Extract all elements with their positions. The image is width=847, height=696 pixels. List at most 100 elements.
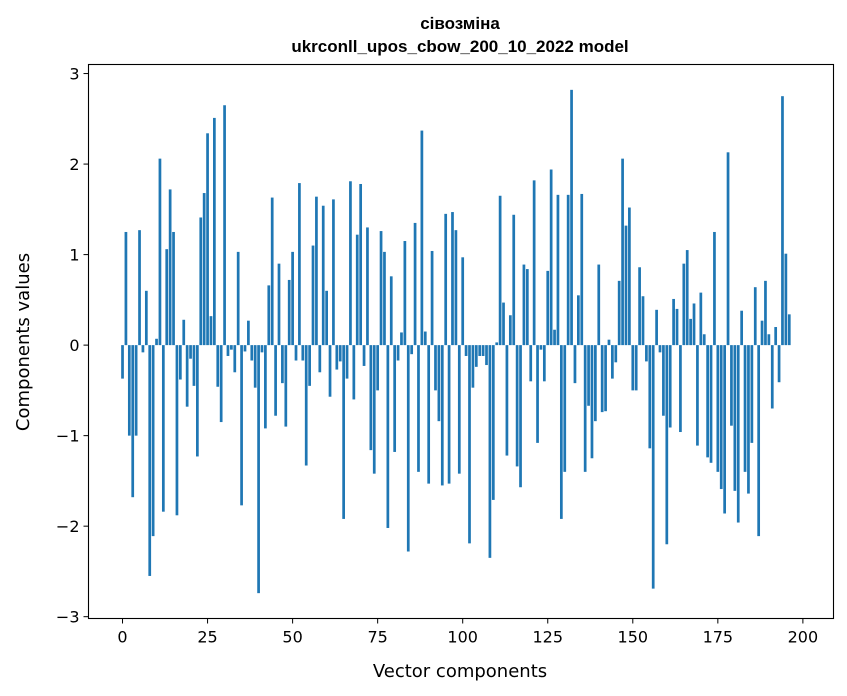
bar: [400, 332, 403, 346]
plot-frame: [87, 63, 835, 620]
bar: [291, 251, 294, 346]
bar: [209, 316, 213, 346]
bar: [172, 231, 175, 346]
bar: [522, 264, 526, 346]
bar: [417, 345, 420, 472]
bar: [685, 250, 689, 346]
bar: [580, 193, 584, 346]
bar: [760, 320, 764, 346]
bar: [131, 345, 135, 498]
bar: [328, 345, 332, 397]
bar: [332, 199, 335, 346]
bar: [141, 345, 145, 353]
bar: [457, 345, 461, 474]
bar: [355, 234, 359, 346]
bar: [491, 345, 495, 500]
bar: [682, 263, 686, 346]
bar: [253, 345, 257, 388]
bar: [597, 264, 601, 346]
bar: [532, 180, 536, 346]
bar: [512, 214, 516, 346]
bar: [474, 345, 478, 367]
bar: [304, 345, 308, 466]
bar: [481, 345, 485, 356]
bar: [468, 345, 471, 544]
bar: [294, 345, 298, 361]
bar: [396, 345, 400, 361]
bar: [577, 295, 580, 346]
x-tick-label: 50: [282, 628, 302, 647]
bar: [726, 152, 730, 346]
bar: [614, 345, 618, 363]
bar: [260, 345, 264, 353]
bar: [196, 345, 199, 457]
y-tick-label: −1: [56, 427, 80, 446]
x-tick-label: 75: [367, 628, 387, 647]
bar: [461, 257, 465, 346]
bar: [696, 345, 699, 446]
bar: [787, 314, 791, 346]
bar: [757, 345, 761, 537]
bar: [587, 345, 590, 406]
bar: [264, 345, 267, 429]
bar: [274, 345, 277, 416]
bar: [498, 195, 502, 346]
bar: [182, 319, 186, 346]
bar: [723, 345, 726, 514]
bar: [454, 230, 458, 346]
bar: [672, 298, 675, 346]
bar: [730, 345, 733, 426]
bar: [393, 345, 397, 452]
bar: [692, 303, 696, 346]
x-tick-label: 100: [447, 628, 478, 647]
bar: [777, 345, 781, 383]
bar: [747, 345, 750, 494]
bar: [301, 345, 305, 361]
bar: [199, 217, 203, 346]
bar: [366, 227, 369, 346]
bar: [321, 205, 325, 346]
bar: [434, 345, 437, 391]
bar: [202, 193, 206, 346]
bar: [563, 345, 567, 472]
bar: [774, 327, 778, 346]
bar: [349, 181, 352, 346]
bar: [318, 345, 322, 373]
bar: [634, 345, 638, 391]
bar: [583, 345, 587, 472]
bar: [645, 345, 648, 362]
bar: [437, 345, 441, 422]
bar: [413, 222, 417, 346]
bar: [740, 310, 744, 346]
bar: [138, 230, 141, 346]
bar: [213, 117, 216, 346]
y-tick-label: −2: [56, 517, 80, 536]
bar: [144, 290, 148, 346]
bar: [770, 345, 774, 409]
bar: [376, 345, 380, 391]
bar: [148, 345, 152, 576]
bar: [151, 345, 155, 537]
bar: [525, 269, 529, 346]
bar: [607, 339, 611, 346]
bar: [485, 345, 488, 366]
bar: [784, 253, 788, 346]
bar: [165, 249, 169, 346]
bar: [403, 241, 407, 346]
y-tick-label: 3: [69, 65, 79, 84]
x-axis-label: Vector components: [373, 661, 547, 682]
bar: [270, 197, 274, 346]
x-tick-label: 25: [197, 628, 217, 647]
bar: [702, 334, 706, 346]
bar: [189, 345, 192, 359]
bar: [451, 212, 454, 346]
bar: [311, 245, 315, 346]
bar: [175, 345, 179, 516]
bar: [236, 251, 240, 346]
bar: [638, 267, 641, 346]
bar: [430, 250, 434, 346]
bar: [379, 231, 383, 346]
bar: [124, 231, 128, 346]
bar: [519, 345, 522, 488]
bar: [641, 296, 645, 346]
